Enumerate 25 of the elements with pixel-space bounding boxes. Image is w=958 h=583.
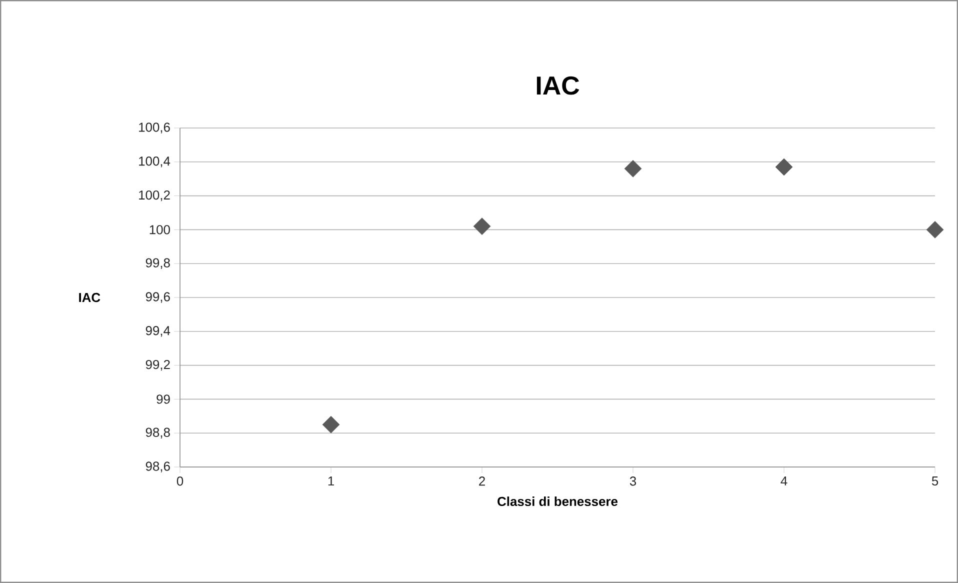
y-tick-label: 100,2 <box>139 190 170 202</box>
point <box>926 221 944 238</box>
point <box>775 158 793 176</box>
y-tick-label: 100,6 <box>139 122 170 134</box>
x-tick-label: 2 <box>479 476 485 486</box>
y-tick-label: 99,8 <box>146 258 170 269</box>
x-tick-label: 1 <box>328 476 334 486</box>
x-tick-label: 3 <box>630 476 636 486</box>
chart-title: IAC <box>536 76 580 95</box>
y-tick-label: 99 <box>156 394 170 404</box>
y-tick-label: 99,4 <box>146 326 170 337</box>
y-tick-label: 98,6 <box>146 462 170 472</box>
x-tick-label: 0 <box>176 476 184 486</box>
x-tick-label: 4 <box>780 476 788 486</box>
x-tick-label: 5 <box>932 476 938 486</box>
y-axis-title: IAC <box>79 292 100 302</box>
point <box>473 218 491 235</box>
point <box>624 160 642 178</box>
point <box>322 416 340 434</box>
y-tick-label: 100,4 <box>139 156 170 168</box>
x-axis-title: Classi di benessere <box>498 496 618 506</box>
y-tick-label: 98,8 <box>146 428 170 438</box>
y-tick-label: 100 <box>150 225 170 234</box>
y-tick-label: 99,2 <box>146 360 170 371</box>
y-tick-label: 99,6 <box>146 292 170 303</box>
